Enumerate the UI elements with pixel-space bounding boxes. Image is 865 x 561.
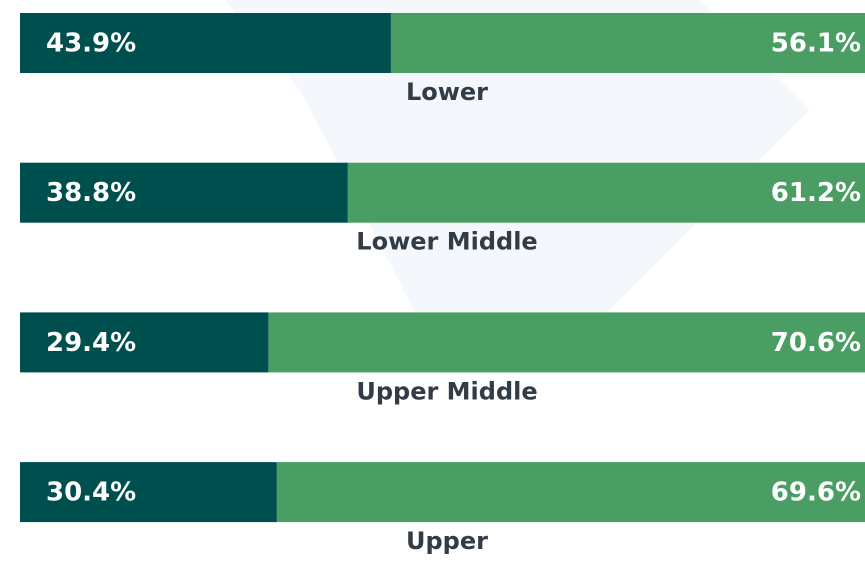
bar-segment xyxy=(268,312,865,373)
bar-segment xyxy=(20,162,348,223)
value-label: 43.9% xyxy=(46,29,136,59)
bar-segment xyxy=(20,462,277,523)
value-label: 38.8% xyxy=(46,178,136,208)
bar-segment xyxy=(20,312,269,373)
category-label: Upper xyxy=(406,527,488,555)
value-label: 56.1% xyxy=(771,29,861,59)
value-label: 70.6% xyxy=(771,328,861,358)
value-label: 30.4% xyxy=(46,478,136,508)
bar-segment xyxy=(20,13,391,73)
value-label: 29.4% xyxy=(46,328,136,358)
category-label: Upper Middle xyxy=(356,377,537,405)
category-label: Lower Middle xyxy=(356,228,537,256)
bar-segment xyxy=(390,13,865,73)
bar-segment xyxy=(276,462,865,523)
bar-segment xyxy=(347,162,865,223)
value-label: 61.2% xyxy=(771,178,861,208)
category-label: Lower xyxy=(406,78,488,106)
value-label: 69.6% xyxy=(771,478,861,508)
